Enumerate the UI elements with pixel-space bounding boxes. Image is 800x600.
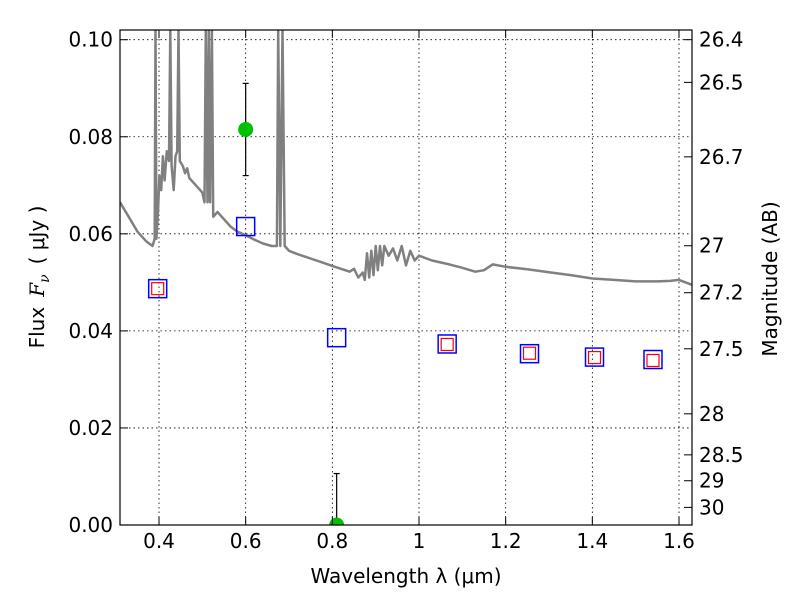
observed-flux-marker [437,334,457,354]
y-tick-label-0-10: 0.10 [68,28,113,52]
observed-flux-marker [147,278,168,299]
model-flux-marker [646,353,660,368]
model-flux-marker [151,282,165,296]
observed-flux-marker [326,327,347,348]
y2-tick-label-26-7: 26.7 [699,145,744,169]
y2-tick-label-28: 28 [699,402,724,426]
x-tick-label-1: 1 [413,529,426,553]
axis-ticks: 0.4 0.6 0.8 1 1.2 1.4 1.6 0.00 0.02 0.04 0.06 0.08 0… [68,28,743,553]
observed-flux-marker [584,347,605,367]
x-tick-label-1-2: 1.2 [490,529,522,553]
x-tick-label-0-6: 0.6 [230,529,262,553]
plot-frame [119,29,693,526]
x-tick-label-0-4: 0.4 [143,529,175,553]
error-bars [242,82,340,526]
x-axis-label: Wavelength λ (μm) [310,564,501,588]
photometry-markers [147,121,663,525]
observed-flux-marker [519,343,540,364]
y-axis-label-subscript: ν [37,274,53,283]
detection-point [329,517,345,525]
grid [120,30,692,526]
x-tick-label-1-6: 1.6 [663,529,695,553]
y2-tick-label-29: 29 [699,469,724,493]
detection-point [238,121,254,137]
model-sed-curve [120,30,692,286]
y2-tick-label-26-4: 26.4 [699,28,744,52]
y2-tick-label-26-5: 26.5 [699,70,744,94]
model-sed-line [120,30,692,286]
y2-tick-label-27-2: 27.2 [699,281,744,305]
y2-tick-label-30: 30 [699,495,724,519]
observed-flux-marker [643,349,663,370]
y-axis-label-unit: ( μJy ) [25,206,49,265]
y2-tick-label-27: 27 [699,234,724,258]
y-tick-label-0-08: 0.08 [68,125,113,149]
y-tick-label-0-00: 0.00 [68,513,113,537]
observed-flux-marker [235,216,256,237]
y-axis-label-symbol: F [25,282,49,298]
model-flux-marker [587,350,602,365]
model-flux-marker [440,337,454,352]
y2-tick-label-27-5: 27.5 [699,337,744,361]
y-tick-label-0-04: 0.04 [68,319,113,343]
y-tick-label-0-06: 0.06 [68,222,113,246]
y2-tick-label-28-5: 28.5 [699,443,744,467]
y-axis-label: Flux Fν ( μJy ) [25,206,53,349]
y2-axis-label: Magnitude (AB) [758,201,782,356]
y-axis-label-prefix: Flux [25,307,49,349]
x-tick-label-0-8: 0.8 [316,529,348,553]
model-flux-marker [522,346,537,360]
x-tick-label-1-4: 1.4 [576,529,608,553]
y-tick-label-0-02: 0.02 [68,416,113,440]
